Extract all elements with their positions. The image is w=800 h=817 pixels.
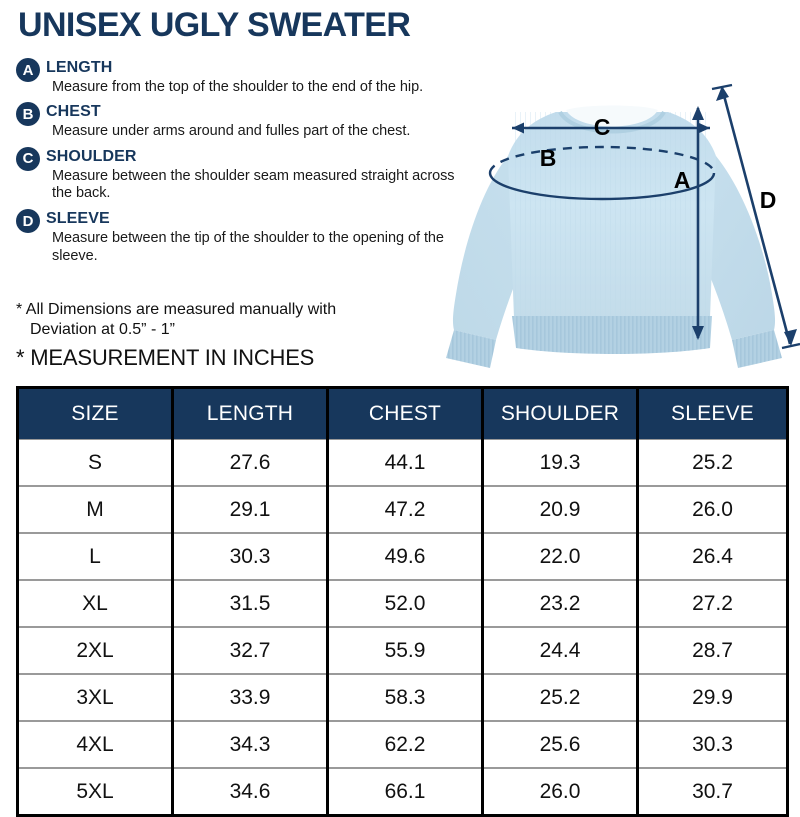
cell-shoulder: 20.9 <box>481 486 639 534</box>
cell-length: 32.7 <box>171 627 329 675</box>
table-row: L 30.3 49.6 22.0 26.4 <box>16 533 789 581</box>
cell-shoulder: 23.2 <box>481 580 639 628</box>
table-row: 4XL 34.3 62.2 25.6 30.3 <box>16 721 789 769</box>
column-header-sleeve: SLEEVE <box>636 386 789 440</box>
cell-sleeve: 30.3 <box>636 721 789 769</box>
cell-sleeve: 28.7 <box>636 627 789 675</box>
deviation-note-line1: * All Dimensions are measured manually w… <box>16 301 337 318</box>
cell-sleeve: 30.7 <box>636 768 789 817</box>
cell-chest: 62.2 <box>326 721 484 769</box>
sweater-left-cuff <box>446 330 496 368</box>
measurement-key-title: SHOULDER <box>46 147 137 165</box>
measurement-key-description: Measure between the shoulder seam measur… <box>52 167 455 202</box>
table-row: 3XL 33.9 58.3 25.2 29.9 <box>16 674 789 722</box>
measurement-key-chest: B CHEST Measure under arms around and fu… <box>16 102 456 140</box>
shoulder-measure-arrow <box>512 122 710 134</box>
table-row: 5XL 34.6 66.1 26.0 30.7 <box>16 768 789 817</box>
cell-length: 31.5 <box>171 580 329 628</box>
cell-chest: 66.1 <box>326 768 484 817</box>
table-row: 2XL 32.7 55.9 24.4 28.7 <box>16 627 789 675</box>
cell-chest: 47.2 <box>326 486 484 534</box>
diagram-label-a: A <box>674 167 691 193</box>
cell-size: XL <box>16 580 174 628</box>
column-header-length: LENGTH <box>171 386 329 440</box>
measurement-key-description: Measure between the tip of the shoulder … <box>52 229 444 264</box>
sweater-collar <box>558 110 666 134</box>
badge-d-icon: D <box>16 209 40 234</box>
table-row: XL 31.5 52.0 23.2 27.2 <box>16 580 789 628</box>
length-measure-arrow <box>692 106 704 340</box>
cell-shoulder: 25.2 <box>481 674 639 722</box>
sweater-knit-texture <box>514 112 710 318</box>
measurement-key-sleeve: D SLEEVE Measure between the tip of the … <box>16 209 456 265</box>
cell-length: 34.3 <box>171 721 329 769</box>
column-header-shoulder: SHOULDER <box>481 386 639 440</box>
cell-shoulder: 19.3 <box>481 439 639 487</box>
cell-chest: 49.6 <box>326 533 484 581</box>
measurement-key-length: A LENGTH Measure from the top of the sho… <box>16 58 456 96</box>
column-header-size: SIZE <box>16 386 174 440</box>
cell-length: 33.9 <box>171 674 329 722</box>
cell-shoulder: 24.4 <box>481 627 639 675</box>
sweater-neck-opening <box>566 105 658 127</box>
diagram-label-d: D <box>760 187 777 213</box>
cell-size: 3XL <box>16 674 174 722</box>
cell-size: 5XL <box>16 768 174 817</box>
measurement-key-title: SLEEVE <box>46 210 110 228</box>
measurement-key-list: A LENGTH Measure from the top of the sho… <box>16 58 456 271</box>
size-chart-table: SIZE LENGTH CHEST SHOULDER SLEEVE S 27.6… <box>16 386 789 817</box>
cell-length: 27.6 <box>171 439 329 487</box>
sweater-hem <box>512 316 712 354</box>
measurement-key-title: LENGTH <box>46 59 113 76</box>
sleeve-measure-arrow <box>711 83 800 350</box>
cell-chest: 55.9 <box>326 627 484 675</box>
measurement-key-description: Measure from the top of the shoulder to … <box>52 78 424 95</box>
cell-shoulder: 26.0 <box>481 768 639 817</box>
cell-size: L <box>16 533 174 581</box>
deviation-note-line2: Deviation at 0.5” - 1” <box>30 321 175 338</box>
cell-sleeve: 26.4 <box>636 533 789 581</box>
sweater-illustration-icon: C A B D <box>446 83 800 368</box>
badge-a-icon: A <box>16 58 40 82</box>
measurement-key-shoulder: C SHOULDER Measure between the shoulder … <box>16 146 456 203</box>
table-row: M 29.1 47.2 20.9 26.0 <box>16 486 789 534</box>
measurement-key-title: CHEST <box>46 103 101 121</box>
cell-chest: 58.3 <box>326 674 484 722</box>
sweater-right-cuff <box>732 330 782 368</box>
cell-length: 29.1 <box>171 486 329 534</box>
chest-measure-ellipse <box>488 145 716 201</box>
cell-sleeve: 27.2 <box>636 580 789 628</box>
badge-b-icon: B <box>16 102 40 127</box>
cell-sleeve: 29.9 <box>636 674 789 722</box>
cell-length: 30.3 <box>171 533 329 581</box>
cell-shoulder: 22.0 <box>481 533 639 581</box>
column-header-chest: CHEST <box>326 386 484 440</box>
size-chart-page: UNISEX UGLY SWEATER A LENGTH Measure fro… <box>16 6 800 817</box>
page-title: UNISEX UGLY SWEATER <box>18 6 411 44</box>
cell-size: M <box>16 486 174 534</box>
table-header-row: SIZE LENGTH CHEST SHOULDER SLEEVE <box>16 386 789 440</box>
cell-chest: 52.0 <box>326 580 484 628</box>
cell-sleeve: 26.0 <box>636 486 789 534</box>
diagram-label-c: C <box>594 114 611 140</box>
table-row: S 27.6 44.1 19.3 25.2 <box>16 439 789 487</box>
cell-size: 2XL <box>16 627 174 675</box>
badge-c-icon: C <box>16 146 40 171</box>
cell-length: 34.6 <box>171 768 329 817</box>
diagram-label-b: B <box>540 145 557 171</box>
units-note: * MEASUREMENT IN INCHES <box>16 345 315 370</box>
deviation-note: * All Dimensions are measured manually w… <box>16 300 416 340</box>
sweater-diagram: C A B D <box>420 48 800 378</box>
cell-size: 4XL <box>16 721 174 769</box>
cell-shoulder: 25.6 <box>481 721 639 769</box>
cell-size: S <box>16 439 174 487</box>
measurement-key-description: Measure under arms around and fulles par… <box>52 123 411 140</box>
cell-chest: 44.1 <box>326 439 484 487</box>
cell-sleeve: 25.2 <box>636 439 789 487</box>
